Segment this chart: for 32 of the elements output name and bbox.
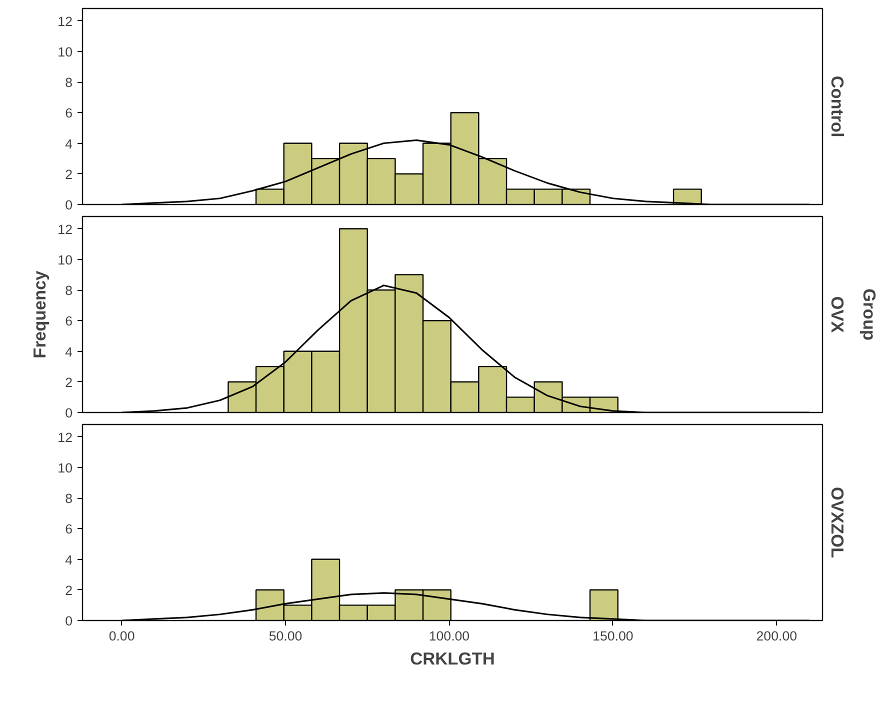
y-tick-label: 2 <box>65 582 73 598</box>
y-tick-label: 8 <box>65 491 73 506</box>
y-tick-label: 0 <box>65 614 73 628</box>
x-tick-label: 100.00 <box>428 628 470 644</box>
y-tick-label: 0 <box>65 406 73 420</box>
y-tick-label: 10 <box>58 44 73 60</box>
y-tick-label: 6 <box>65 522 73 537</box>
x-tick-label: 150.00 <box>592 628 634 644</box>
y-tick-label: 10 <box>58 460 73 476</box>
y-tick-label: 4 <box>65 136 74 152</box>
y-tick-label: 2 <box>65 374 73 390</box>
x-axis-title: CRKLGTH <box>410 648 495 668</box>
y-axis-title: Frequency <box>30 270 50 358</box>
text: OVXZOL <box>828 486 848 559</box>
y-tick-label: 12 <box>58 430 73 445</box>
text: Control <box>828 76 848 138</box>
y-tick-label: 4 <box>65 344 74 360</box>
y-tick-label: 6 <box>65 314 73 329</box>
y-tick-label: 12 <box>58 14 73 29</box>
x-tick-label: 50.00 <box>268 628 302 644</box>
y-tick-label: 6 <box>65 106 73 121</box>
y-tick-label: 4 <box>65 552 74 568</box>
y-tick-label: 12 <box>58 222 73 237</box>
y-tick-label: 8 <box>65 283 73 298</box>
y2-axis-title: Group <box>860 288 880 340</box>
text: OVX <box>828 296 848 334</box>
y-tick-label: 8 <box>65 75 73 90</box>
y-tick-label: 2 <box>65 166 73 182</box>
y-tick-label: 10 <box>58 252 73 268</box>
x-tick-label: 0.00 <box>108 628 135 644</box>
x-tick-label: 200.00 <box>756 628 798 644</box>
y-tick-label: 0 <box>65 198 73 212</box>
